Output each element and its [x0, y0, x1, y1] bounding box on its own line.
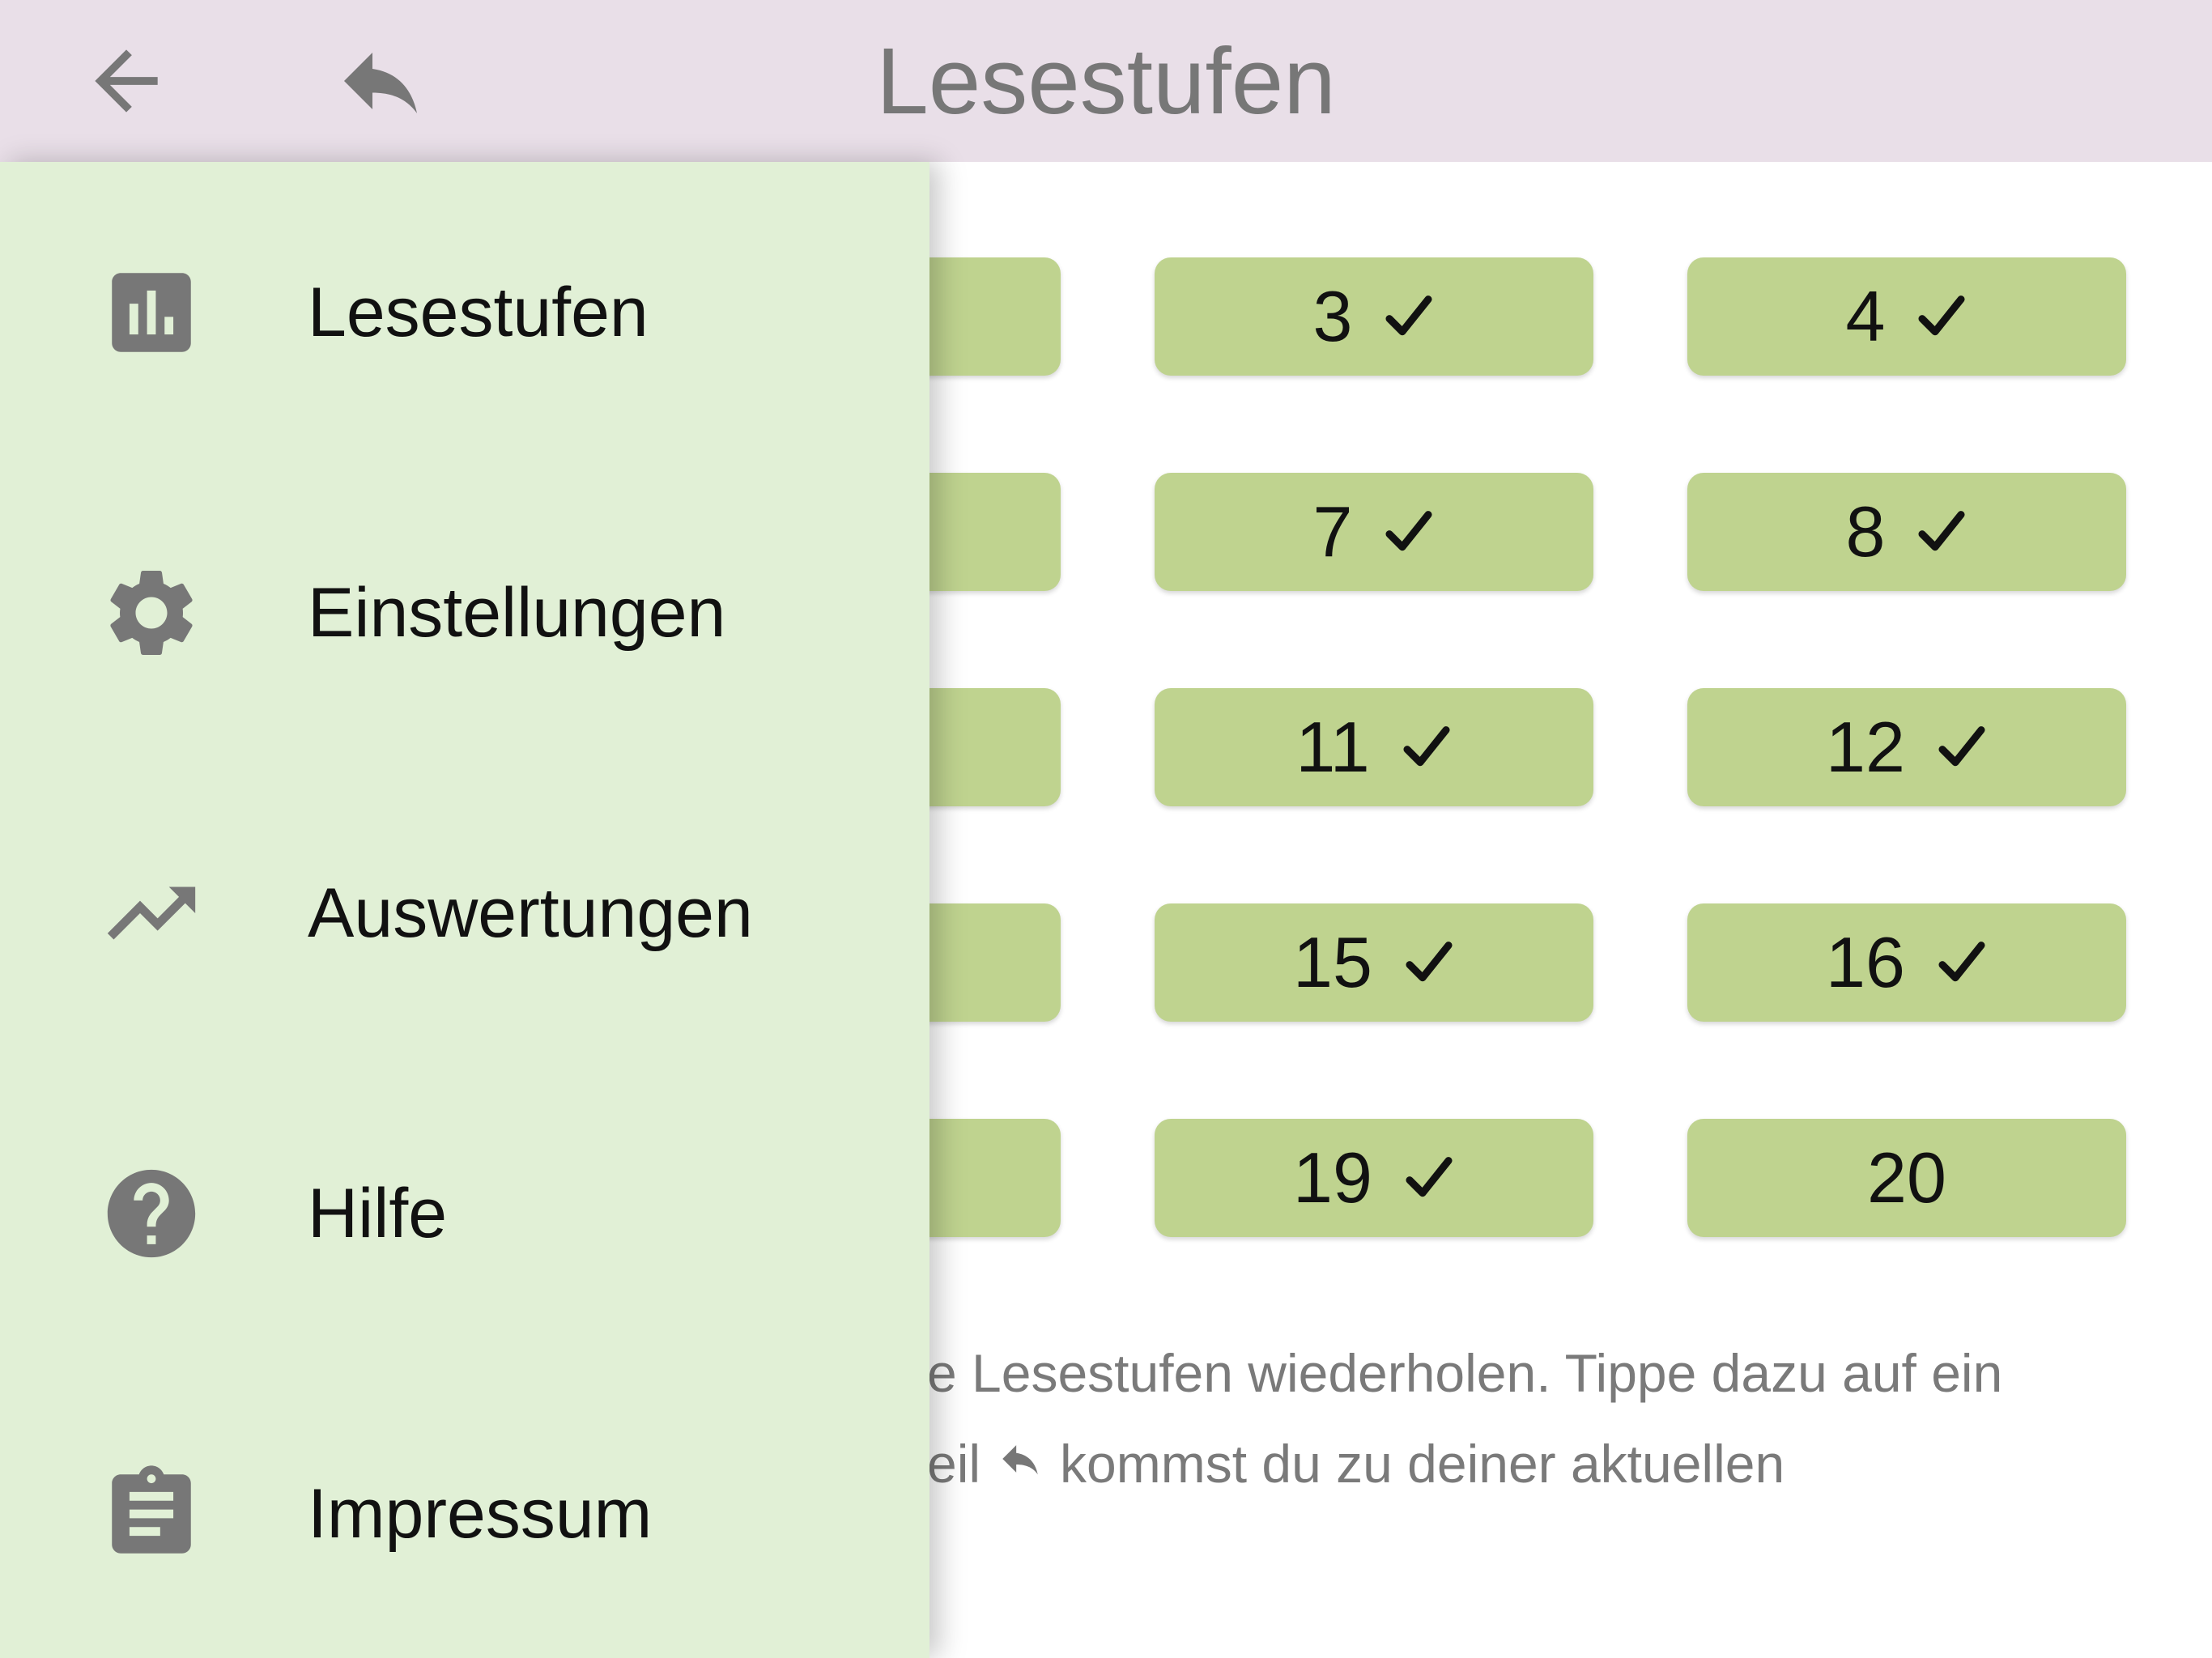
level-button[interactable]: 7 — [1155, 473, 1593, 591]
trending-up-icon — [99, 861, 204, 966]
help-line-2: eil kommst du zu deiner aktuellen — [927, 1418, 2158, 1509]
checkmark-icon — [1406, 942, 1453, 982]
checkmark-icon — [1918, 295, 1966, 336]
level-button[interactable]: 11 — [1155, 688, 1593, 806]
drawer-item-lesestufen[interactable]: Lesestufen — [0, 232, 929, 393]
drawer-item-impressum[interactable]: Impressum — [0, 1433, 929, 1595]
reply-arrow-icon — [1002, 1445, 1038, 1475]
navigation-drawer: Lesestufen Einstellungen Auswertungen Hi… — [0, 162, 929, 1658]
app-header: Lesestufen — [0, 0, 2212, 162]
help-line-1: e Lesestufen wiederholen. Tippe dazu auf… — [927, 1343, 2003, 1403]
help-line-2-end: kommst du zu deiner aktuellen — [1060, 1434, 1785, 1494]
drawer-item-label: Hilfe — [308, 1174, 448, 1252]
drawer-item-einstellungen[interactable]: Einstellungen — [0, 532, 929, 694]
checkmark-icon — [1938, 726, 1985, 767]
drawer-item-label: Lesestufen — [308, 273, 649, 351]
level-button[interactable]: 19 — [1155, 1119, 1593, 1237]
drawer-item-label: Einstellungen — [308, 573, 726, 652]
drawer-item-label: Impressum — [308, 1474, 653, 1553]
level-label: 20 — [1867, 1137, 1946, 1218]
drawer-item-auswertungen[interactable]: Auswertungen — [0, 832, 929, 994]
level-label: 8 — [1845, 491, 1886, 572]
bar-chart-icon — [99, 260, 204, 365]
checkmark-icon — [1938, 942, 1985, 982]
checkmark-icon — [1406, 1157, 1453, 1197]
level-button[interactable]: 15 — [1155, 903, 1593, 1022]
level-label: 11 — [1295, 707, 1370, 787]
level-label: 7 — [1312, 491, 1353, 572]
level-button[interactable]: 20 — [1687, 1119, 2126, 1237]
level-label: 4 — [1845, 276, 1886, 356]
drawer-item-label: Auswertungen — [308, 874, 753, 952]
level-label: 15 — [1293, 922, 1372, 1002]
back-to-current-button[interactable] — [324, 32, 437, 130]
level-label: 3 — [1312, 276, 1353, 356]
clipboard-icon — [99, 1461, 204, 1567]
checkmark-icon — [1385, 511, 1433, 551]
help-line-2-start: eil — [927, 1434, 981, 1494]
level-label: 16 — [1826, 922, 1905, 1002]
level-button[interactable]: 3 — [1155, 257, 1593, 376]
arrow-left-icon — [95, 49, 158, 113]
gear-icon — [99, 560, 204, 665]
level-button[interactable]: 8 — [1687, 473, 2126, 591]
page-title: Lesestufen — [876, 28, 1336, 134]
drawer-item-hilfe[interactable]: Hilfe — [0, 1133, 929, 1295]
reply-arrow-icon — [344, 53, 417, 113]
checkmark-icon — [1385, 295, 1433, 336]
level-button[interactable]: 16 — [1687, 903, 2126, 1022]
checkmark-icon — [1403, 726, 1450, 767]
help-text: e Lesestufen wiederholen. Tippe dazu auf… — [927, 1328, 2158, 1509]
level-label: 12 — [1826, 707, 1905, 787]
level-label: 19 — [1293, 1137, 1372, 1218]
help-circle-icon — [99, 1161, 204, 1266]
level-button[interactable]: 4 — [1687, 257, 2126, 376]
checkmark-icon — [1918, 511, 1966, 551]
level-button[interactable]: 12 — [1687, 688, 2126, 806]
back-button[interactable] — [78, 34, 175, 128]
